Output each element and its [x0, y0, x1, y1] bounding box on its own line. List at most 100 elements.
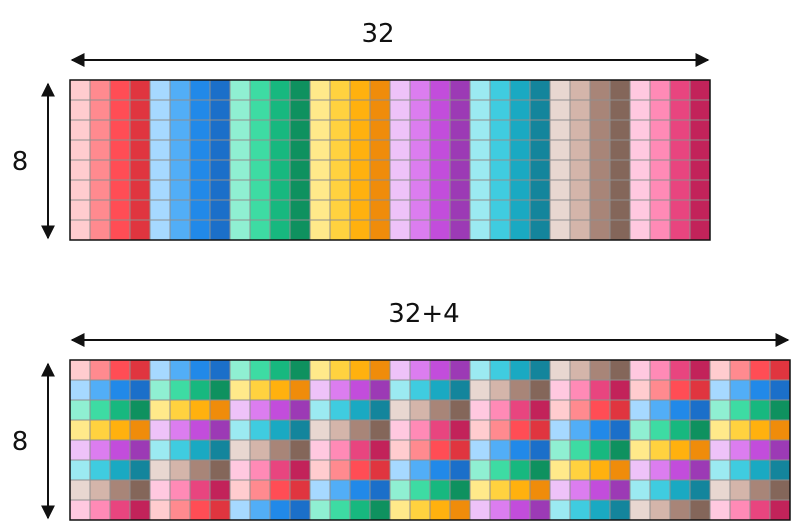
grid-cell: [349, 379, 371, 401]
grid-cell: [369, 419, 391, 441]
grid-cell: [69, 119, 91, 141]
grid-cell: [429, 99, 451, 121]
grid-cell: [449, 219, 471, 241]
grid-cell: [649, 119, 671, 141]
grid-cell: [589, 159, 611, 181]
grid-cell: [129, 399, 151, 421]
grid-cell: [489, 459, 511, 481]
grid-cell: [369, 179, 391, 201]
grid-cell: [629, 499, 651, 521]
grid-cell: [169, 359, 191, 381]
grid-cell: [209, 359, 231, 381]
grid-cell: [609, 139, 631, 161]
grid-cell: [349, 219, 371, 241]
grid-cell: [429, 379, 451, 401]
grid-cell: [169, 219, 191, 241]
grid-cell: [709, 459, 731, 481]
grid-cell: [669, 419, 691, 441]
grid-cell: [469, 99, 491, 121]
grid-cell: [189, 79, 211, 101]
grid-cell: [669, 219, 691, 241]
grid-cell: [389, 439, 411, 461]
grid-cell: [189, 379, 211, 401]
grid-cell: [649, 359, 671, 381]
grid-cell: [429, 479, 451, 501]
grid-cell: [749, 479, 771, 501]
grid-cell: [309, 159, 331, 181]
grid-cell: [549, 359, 571, 381]
grid-cell: [689, 79, 711, 101]
grid-cell: [209, 219, 231, 241]
grid-cell: [409, 219, 431, 241]
grid-cell: [529, 119, 551, 141]
grid-cell: [249, 139, 271, 161]
grid-cell: [249, 499, 271, 521]
bottom-grid: [69, 359, 791, 521]
grid-cell: [529, 459, 551, 481]
grid-cell: [209, 479, 231, 501]
grid-cell: [109, 139, 131, 161]
grid-cell: [309, 219, 331, 241]
grid-cell: [389, 179, 411, 201]
grid-cell: [589, 439, 611, 461]
grid-cell: [309, 479, 331, 501]
grid-cell: [589, 399, 611, 421]
grid-cell: [449, 379, 471, 401]
grid-cell: [689, 199, 711, 221]
grid-cell: [489, 179, 511, 201]
grid-cell: [309, 359, 331, 381]
grid-cell: [609, 119, 631, 141]
grid-cell: [269, 79, 291, 101]
grid-cell: [269, 159, 291, 181]
grid-cell: [409, 119, 431, 141]
grid-cell: [289, 479, 311, 501]
grid-cell: [109, 179, 131, 201]
grid-cell: [209, 419, 231, 441]
grid-cell: [69, 499, 91, 521]
grid-cell: [209, 439, 231, 461]
grid-cell: [209, 99, 231, 121]
grid-cell: [709, 359, 731, 381]
grid-cell: [369, 379, 391, 401]
grid-cell: [109, 99, 131, 121]
grid-cell: [329, 499, 351, 521]
grid-cell: [269, 99, 291, 121]
grid-cell: [389, 159, 411, 181]
grid-cell: [769, 479, 791, 501]
grid-cell: [509, 199, 531, 221]
grid-cell: [549, 119, 571, 141]
grid-cell: [529, 399, 551, 421]
grid-cell: [229, 199, 251, 221]
grid-cell: [149, 359, 171, 381]
grid-cell: [289, 379, 311, 401]
grid-cell: [349, 179, 371, 201]
grid-cell: [649, 199, 671, 221]
grid-cell: [289, 399, 311, 421]
grid-cell: [69, 479, 91, 501]
top-height-label: 8: [12, 147, 29, 177]
grid-cell: [489, 479, 511, 501]
grid-cell: [689, 219, 711, 241]
grid-cell: [589, 99, 611, 121]
grid-cell: [69, 99, 91, 121]
grid-cell: [689, 499, 711, 521]
grid-cell: [289, 159, 311, 181]
grid-cell: [589, 139, 611, 161]
grid-cell: [469, 359, 491, 381]
grid-cell: [89, 119, 111, 141]
grid-cell: [409, 379, 431, 401]
grid-cell: [569, 479, 591, 501]
grid-cell: [569, 119, 591, 141]
grid-cell: [629, 479, 651, 501]
grid-cell: [529, 499, 551, 521]
grid-cell: [129, 99, 151, 121]
grid-cell: [609, 359, 631, 381]
grid-cell: [569, 179, 591, 201]
grid-cell: [649, 79, 671, 101]
grid-cell: [329, 99, 351, 121]
grid-cell: [129, 219, 151, 241]
grid-cell: [149, 99, 171, 121]
grid-cell: [89, 159, 111, 181]
grid-cell: [129, 199, 151, 221]
grid-cell: [509, 399, 531, 421]
